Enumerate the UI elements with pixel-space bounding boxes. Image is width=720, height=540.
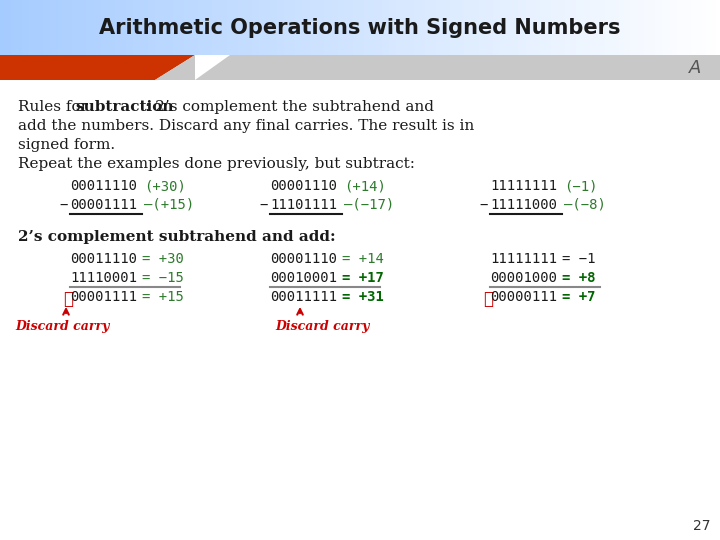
Text: = −1: = −1 [562, 252, 595, 266]
Text: (+14): (+14) [344, 179, 386, 193]
Text: add the numbers. Discard any final carries. The result is in: add the numbers. Discard any final carri… [18, 119, 474, 133]
Text: 00001111: 00001111 [70, 290, 137, 304]
Text: −: − [479, 198, 487, 212]
Text: signed form.: signed form. [18, 138, 115, 152]
Polygon shape [195, 55, 230, 80]
Text: Arithmetic Operations with Signed Numbers: Arithmetic Operations with Signed Number… [99, 18, 621, 38]
Text: = +15: = +15 [142, 290, 184, 304]
Text: 00011110: 00011110 [70, 179, 137, 193]
Text: (−1): (−1) [564, 179, 598, 193]
Text: ⁄: ⁄ [63, 290, 73, 308]
Text: 00000111: 00000111 [490, 290, 557, 304]
Text: −: − [259, 198, 267, 212]
Polygon shape [0, 55, 195, 80]
Text: –(−17): –(−17) [344, 198, 395, 212]
Text: –(+15): –(+15) [144, 198, 194, 212]
Text: 00001000: 00001000 [490, 271, 557, 285]
Text: 11111000: 11111000 [490, 198, 557, 212]
Text: A: A [689, 59, 701, 77]
Text: : 2’s complement the subtrahend and: : 2’s complement the subtrahend and [145, 100, 434, 114]
Text: ⁄: ⁄ [483, 290, 493, 308]
Text: –(−8): –(−8) [564, 198, 606, 212]
Polygon shape [155, 55, 720, 80]
Text: = +17: = +17 [342, 271, 384, 285]
Text: 11111111: 11111111 [490, 179, 557, 193]
Text: 2’s complement subtrahend and add:: 2’s complement subtrahend and add: [18, 230, 336, 244]
Text: 11110001: 11110001 [70, 271, 137, 285]
Text: 00011111: 00011111 [270, 290, 337, 304]
Text: 00001110: 00001110 [270, 179, 337, 193]
Text: 11111111: 11111111 [490, 252, 557, 266]
Text: = +31: = +31 [342, 290, 384, 304]
Text: 27: 27 [693, 519, 710, 533]
Text: = −15: = −15 [142, 271, 184, 285]
Text: = +14: = +14 [342, 252, 384, 266]
Text: subtraction: subtraction [75, 100, 174, 114]
Text: −: − [59, 198, 68, 212]
Text: 00010001: 00010001 [270, 271, 337, 285]
Text: = +30: = +30 [142, 252, 184, 266]
Text: (+30): (+30) [144, 179, 186, 193]
Text: Rules for: Rules for [18, 100, 93, 114]
Text: Discard carry: Discard carry [15, 320, 109, 333]
Text: Repeat the examples done previously, but subtract:: Repeat the examples done previously, but… [18, 157, 415, 171]
Text: = +8: = +8 [562, 271, 595, 285]
Text: 11101111: 11101111 [270, 198, 337, 212]
Text: Discard carry: Discard carry [275, 320, 369, 333]
Text: 00001110: 00001110 [270, 252, 337, 266]
Text: 00011110: 00011110 [70, 252, 137, 266]
Text: 00001111: 00001111 [70, 198, 137, 212]
Text: = +7: = +7 [562, 290, 595, 304]
